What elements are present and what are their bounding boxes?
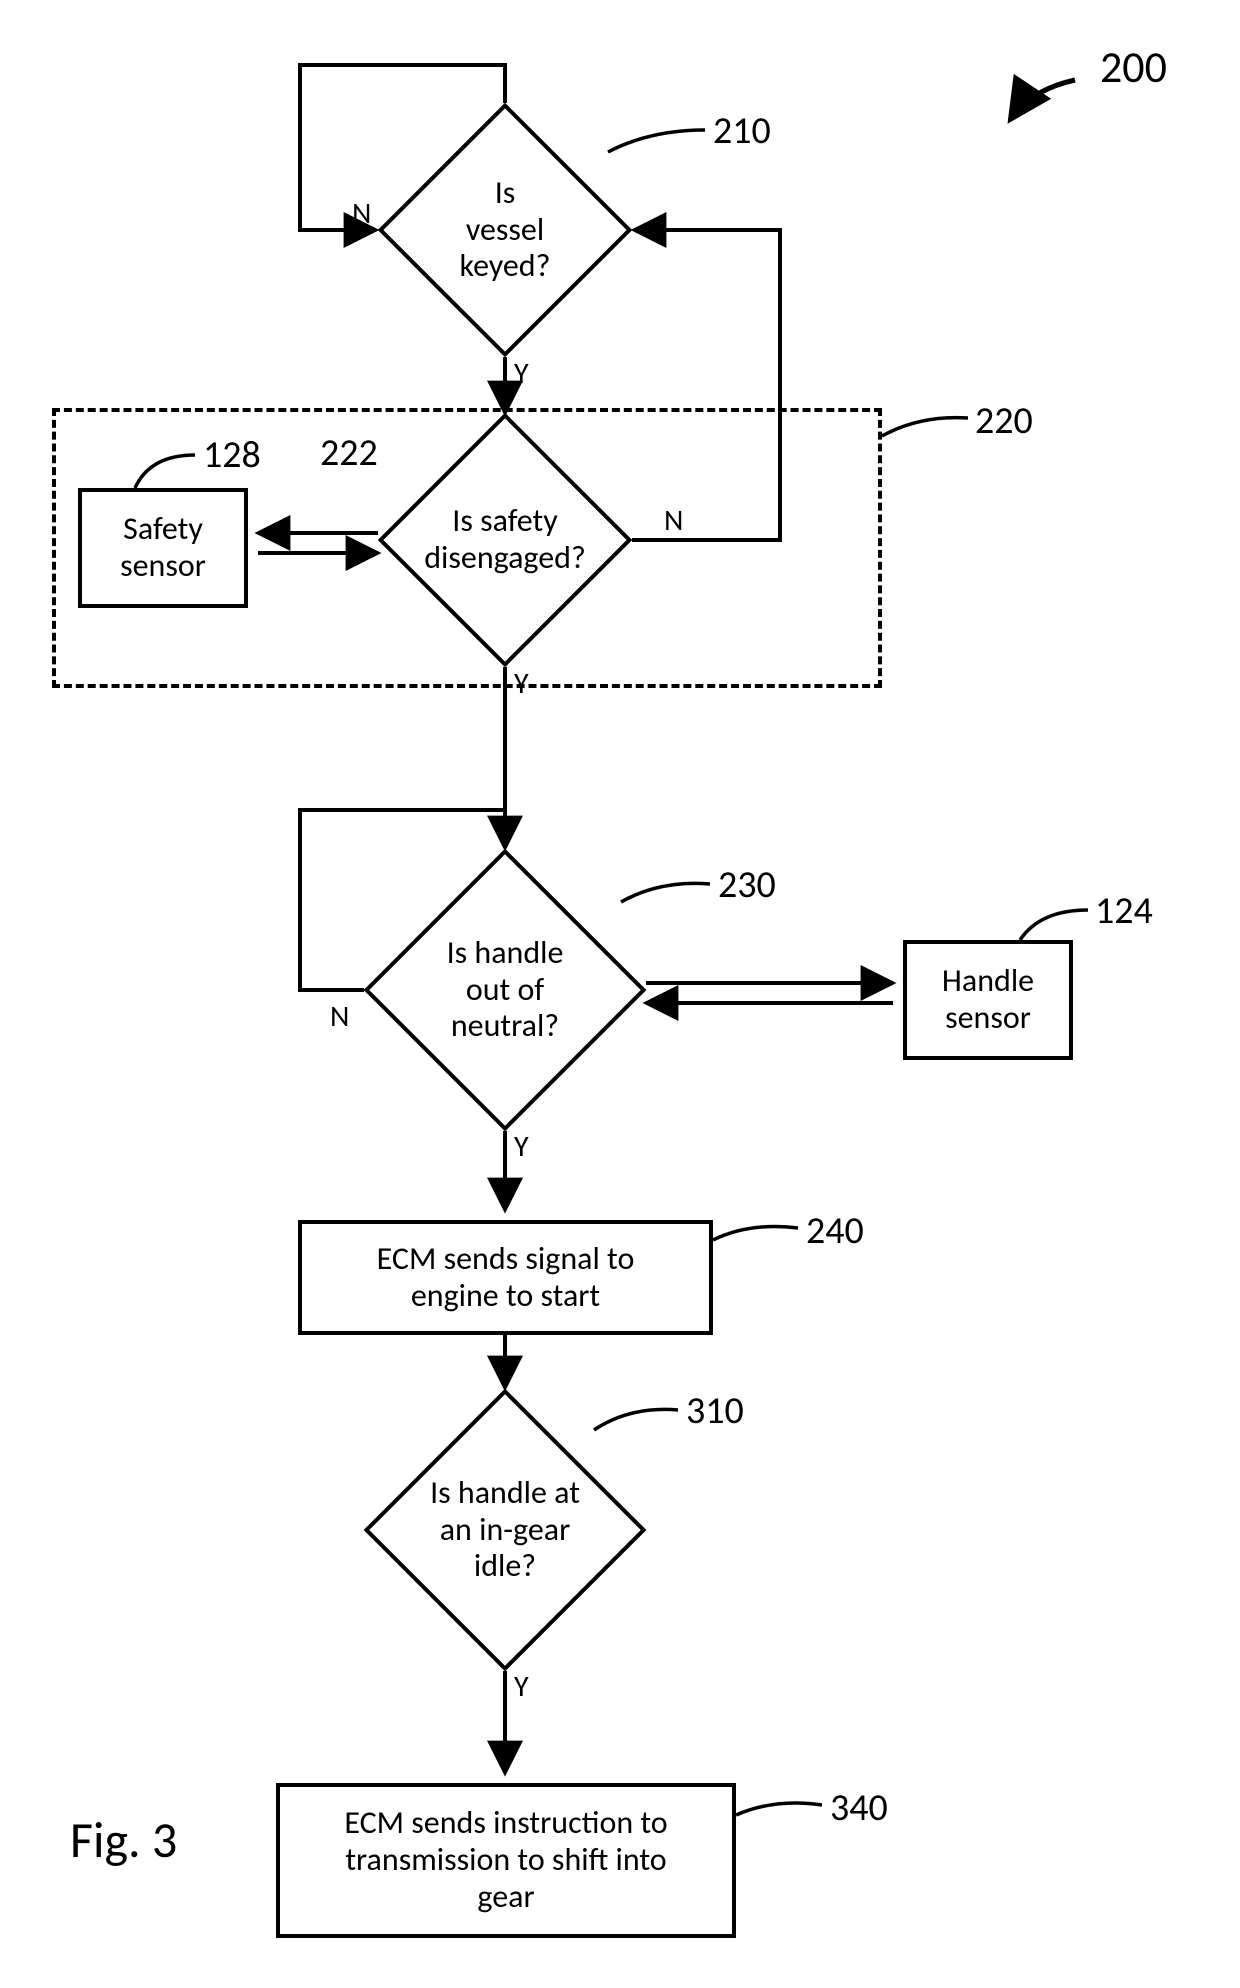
ref-210: 210 [713, 108, 771, 154]
ref-310: 310 [686, 1388, 744, 1434]
label-y-230: Y [514, 1128, 529, 1165]
decision-310-text: Is handle atan in-gearidle? [430, 1475, 580, 1585]
ref-220: 220 [975, 398, 1033, 444]
ref-340: 340 [830, 1785, 888, 1831]
decision-222: Is safetydisengaged? [415, 450, 595, 630]
flowchart-canvas: Isvesselkeyed? Is safetydisengaged? Is h… [0, 0, 1240, 1988]
decision-310: Is handle atan in-gearidle? [405, 1430, 605, 1630]
ref-128: 128 [203, 432, 261, 478]
ref-222: 222 [320, 430, 378, 476]
label-y-222: Y [514, 665, 529, 702]
label-y-210: Y [514, 355, 529, 392]
process-124-handle-sensor: Handlesensor [903, 940, 1073, 1060]
ref-124: 124 [1095, 888, 1153, 934]
figure-number: 200 [1100, 40, 1167, 94]
decision-222-text: Is safetydisengaged? [424, 503, 586, 577]
decision-230: Is handleout ofneutral? [405, 890, 605, 1090]
label-n-222: N [664, 502, 683, 539]
decision-230-text: Is handleout ofneutral? [447, 935, 564, 1045]
ref-230: 230 [718, 862, 776, 908]
label-n-210-loop: N [352, 195, 371, 232]
process-240: ECM sends signal toengine to start [298, 1220, 713, 1335]
figure-label: Fig. 3 [70, 1810, 177, 1871]
process-340: ECM sends instruction totransmission to … [276, 1783, 736, 1938]
process-128-safety-sensor: Safetysensor [78, 488, 248, 608]
decision-210: Isvesselkeyed? [415, 140, 595, 320]
ref-240: 240 [806, 1208, 864, 1254]
label-y-310: Y [514, 1668, 529, 1705]
label-n-230: N [330, 998, 349, 1035]
decision-210-text: Isvesselkeyed? [460, 175, 551, 285]
